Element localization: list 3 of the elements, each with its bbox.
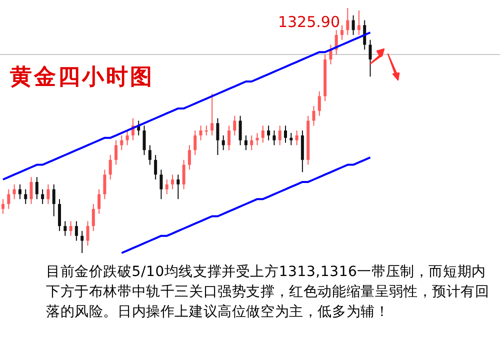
annotation: 1325.90: [278, 13, 340, 31]
text: 目前金价跌破5/10均线支撑并受上方1313,1316一带压制，而短期内下方于布林带中轨千三关口强势支撑，红色动能缩量呈弱性，预计有回落的风险。日内操作上建议高位做空为主，低多为辅！: [46, 263, 490, 322]
text: 黄金四小时图: [10, 63, 154, 92]
